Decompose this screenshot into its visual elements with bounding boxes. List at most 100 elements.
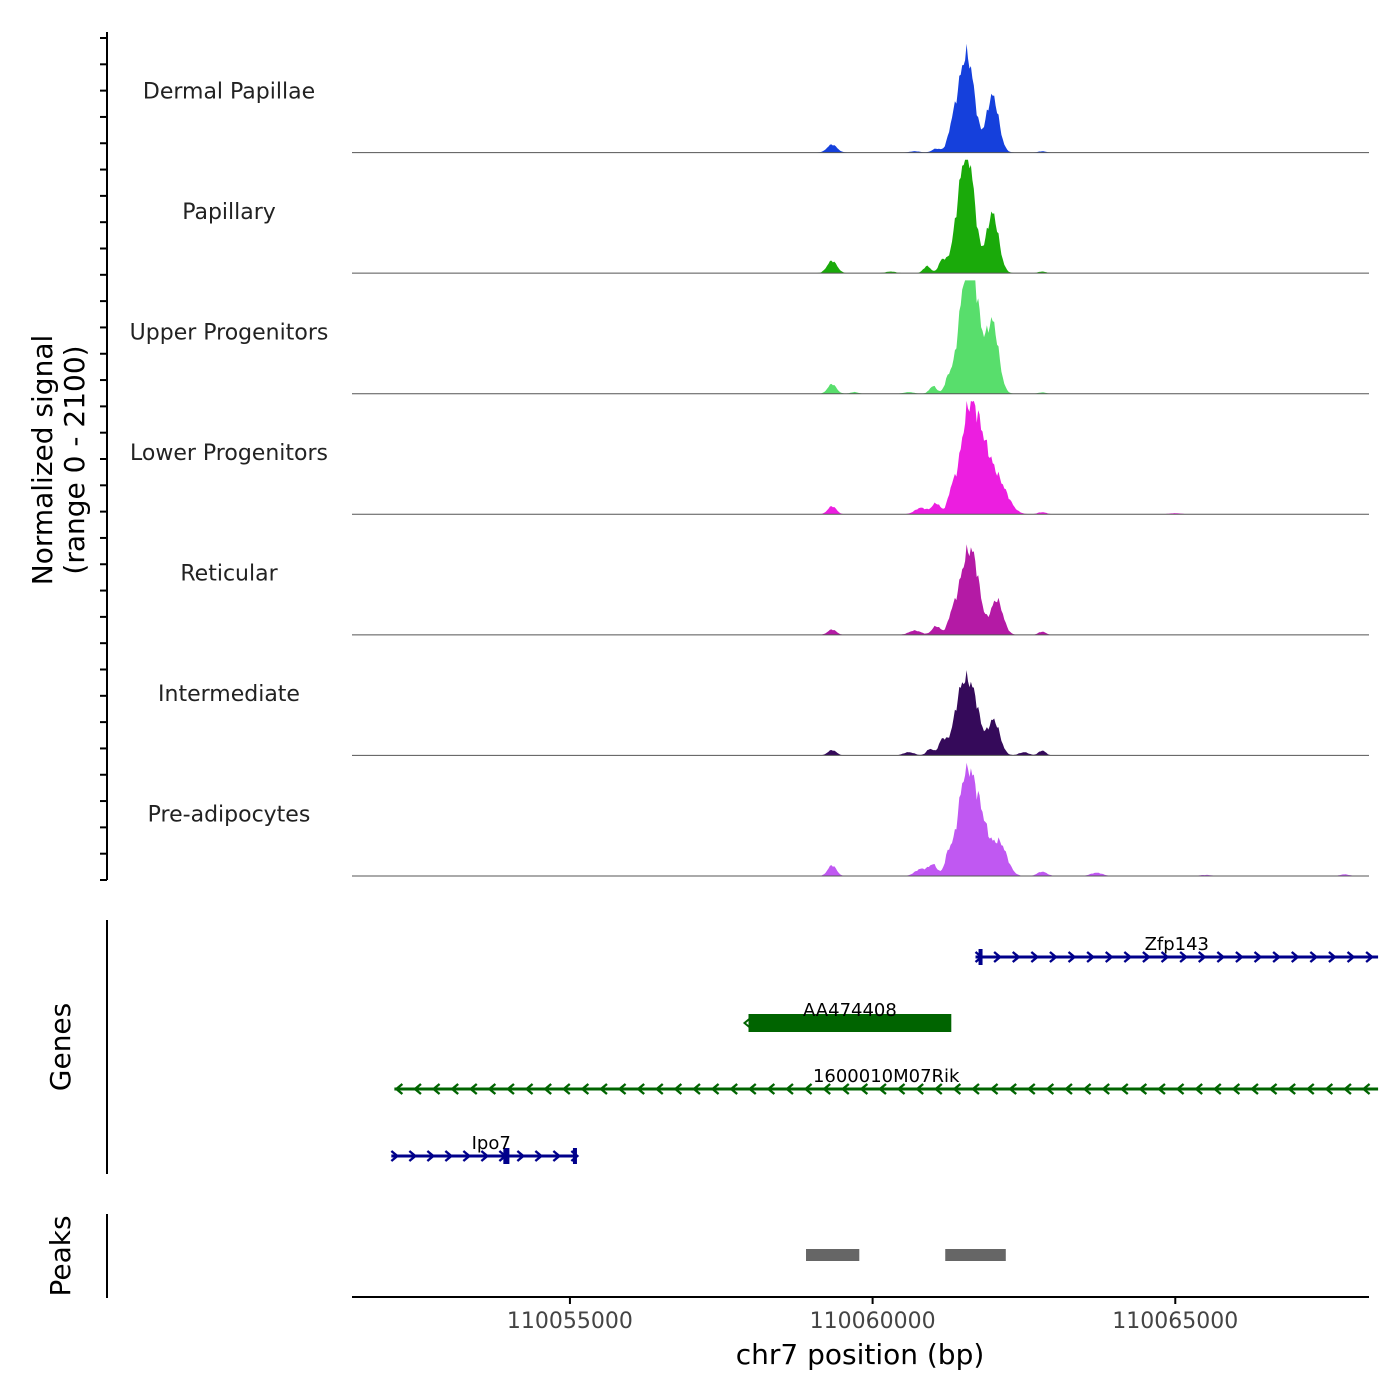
strand-arrow xyxy=(859,1083,869,1095)
strand-arrow xyxy=(1328,951,1337,963)
strand-arrow xyxy=(1086,951,1095,963)
x-tick-label: 110055000 xyxy=(507,1309,633,1334)
track-label: Reticular xyxy=(180,562,278,587)
coverage-track: Dermal Papillae xyxy=(143,43,1369,154)
strand-arrow xyxy=(766,1083,776,1095)
strand-arrow xyxy=(1343,1083,1352,1095)
strand-arrow xyxy=(803,1083,813,1095)
track-label: Dermal Papillae xyxy=(143,79,315,104)
strand-arrow xyxy=(1049,951,1058,963)
coverage-y-ticks xyxy=(100,37,107,881)
gene-exon xyxy=(978,949,983,965)
gene-label: 1600010M07Rik xyxy=(813,1066,960,1087)
strand-arrow xyxy=(971,1083,980,1095)
strand-arrow xyxy=(462,1150,472,1162)
strand-arrow xyxy=(822,1083,831,1095)
strand-arrow xyxy=(1064,1083,1073,1095)
coverage-track: Reticular xyxy=(180,544,1369,636)
strand-arrow xyxy=(785,1083,794,1095)
strand-arrow xyxy=(1324,1083,1334,1095)
strand-arrow xyxy=(1104,951,1114,963)
gene: Zfp143 xyxy=(974,934,1379,965)
strand-arrow xyxy=(710,1083,720,1095)
strand-arrow xyxy=(561,1083,571,1095)
coverage-area xyxy=(352,280,1369,394)
strand-arrow xyxy=(1026,1083,1036,1095)
x-axis-title: chr7 position (bp) xyxy=(736,1338,985,1371)
strand-arrow xyxy=(1305,1083,1315,1095)
strand-arrow xyxy=(1067,951,1077,963)
strand-arrow xyxy=(580,1083,590,1095)
strand-arrow xyxy=(933,1083,943,1095)
strand-arrow xyxy=(552,1150,562,1162)
gene: AA474408 xyxy=(742,1000,952,1032)
peaks-track xyxy=(806,1249,1006,1261)
strand-arrow xyxy=(1216,951,1226,963)
strand-arrow xyxy=(1008,1083,1017,1095)
strand-arrow xyxy=(993,951,1002,963)
strand-arrow xyxy=(516,1150,526,1162)
strand-arrow xyxy=(1287,1083,1296,1095)
coverage-area xyxy=(352,43,1369,153)
strand-arrow xyxy=(1250,1083,1259,1095)
track-label: Papillary xyxy=(182,200,276,225)
strand-arrow xyxy=(408,1150,418,1162)
gene: 1600010M07Rik xyxy=(394,1066,1379,1095)
x-axis-ticks: 110055000 110060000 110065000 xyxy=(507,1297,1238,1334)
gene-exon xyxy=(503,1148,510,1164)
strand-arrow xyxy=(636,1083,645,1095)
y-axis-title-line1: Normalized signal xyxy=(26,335,59,586)
peaks-panel-label: Peaks xyxy=(44,1215,77,1296)
strand-arrow xyxy=(1290,951,1300,963)
x-tick-label: 110060000 xyxy=(810,1309,936,1334)
track-label: Intermediate xyxy=(158,682,300,707)
genes-track: Zfp143 AA474408 1600010M07Rik Ipo7 xyxy=(390,934,1379,1164)
strand-arrow xyxy=(952,1083,962,1095)
strand-arrow xyxy=(1045,1083,1055,1095)
track-label: Pre-adipocytes xyxy=(148,803,311,828)
gene-label: AA474408 xyxy=(803,1000,897,1021)
x-tick-label: 110065000 xyxy=(1112,1309,1238,1334)
strand-arrow xyxy=(654,1083,664,1095)
strand-arrow xyxy=(1272,951,1281,963)
coverage-area xyxy=(352,762,1369,876)
strand-arrow xyxy=(1123,951,1133,963)
strand-arrow xyxy=(1119,1083,1129,1095)
strand-arrow xyxy=(1030,951,1040,963)
coverage-area xyxy=(352,400,1369,515)
coverage-track: Pre-adipocytes xyxy=(148,762,1369,877)
gene-exon xyxy=(748,1014,952,1032)
strand-arrow xyxy=(534,1150,544,1162)
strand-arrow xyxy=(1160,951,1170,963)
gene-exon xyxy=(572,1148,577,1164)
strand-arrow xyxy=(599,1083,608,1095)
peak-region xyxy=(945,1249,1006,1261)
strand-arrow xyxy=(747,1083,757,1095)
strand-arrow xyxy=(394,1083,404,1095)
strand-arrow xyxy=(426,1150,436,1162)
strand-arrow xyxy=(506,1083,515,1095)
y-axis-title-line2: (range 0 - 2100) xyxy=(58,345,91,574)
strand-arrow xyxy=(1253,951,1263,963)
strand-arrow xyxy=(915,1083,924,1095)
peak-region xyxy=(806,1249,860,1261)
strand-arrow xyxy=(524,1083,534,1095)
track-label: Upper Progenitors xyxy=(130,320,329,345)
strand-arrow xyxy=(1365,951,1374,963)
strand-arrow xyxy=(390,1150,400,1162)
strand-arrow xyxy=(1157,1083,1166,1095)
strand-arrow xyxy=(1346,951,1356,963)
coverage-area xyxy=(352,544,1369,635)
strand-arrow xyxy=(480,1150,490,1162)
strand-arrow xyxy=(450,1083,459,1095)
strand-arrow xyxy=(1082,1083,1092,1095)
coverage-track: Lower Progenitors xyxy=(130,400,1369,515)
coverage-area xyxy=(352,159,1369,274)
strand-arrow xyxy=(1179,951,1188,963)
strand-arrow xyxy=(1231,1083,1241,1095)
strand-arrow xyxy=(431,1083,441,1095)
strand-arrow xyxy=(444,1150,454,1162)
strand-arrow xyxy=(1138,1083,1148,1095)
strand-arrow xyxy=(840,1083,850,1095)
strand-arrow xyxy=(1268,1083,1278,1095)
